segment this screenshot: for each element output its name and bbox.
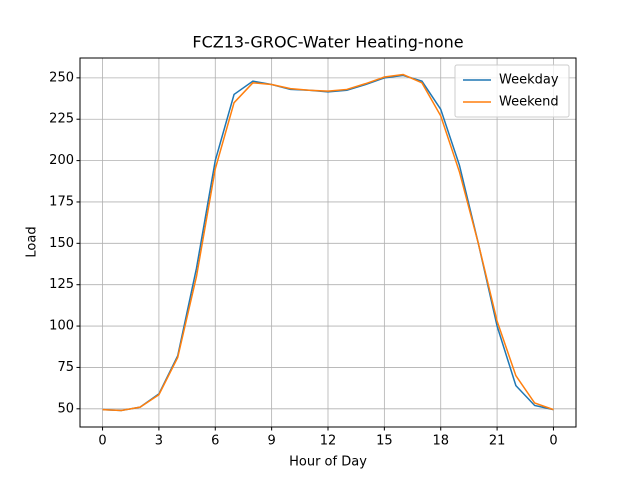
x-tick-label: 0: [549, 434, 557, 449]
y-tick-label: 150: [49, 236, 74, 251]
plot-lines: [102, 73, 554, 412]
x-tick-label: 21: [489, 434, 506, 449]
y-tick-label: 100: [49, 319, 74, 334]
x-tick-label: 15: [376, 434, 393, 449]
x-axis-label: Hour of Day: [289, 455, 367, 470]
y-tick-label: 225: [49, 112, 74, 127]
chart-title: FCZ13-GROC-Water Heating-none: [192, 33, 463, 52]
y-tick-label: 125: [49, 277, 74, 292]
y-tick-label: 250: [49, 70, 74, 85]
y-tick-label: 75: [57, 360, 74, 375]
series-line: [102, 73, 554, 412]
y-tick-label: 50: [57, 401, 74, 416]
grid: [80, 58, 576, 427]
x-tick-label: 18: [432, 434, 449, 449]
y-tick-label: 200: [49, 153, 74, 168]
x-tick-label: 0: [98, 434, 106, 449]
legend-label: Weekend: [499, 95, 559, 110]
x-tick-label: 12: [320, 434, 337, 449]
x-tick-label: 9: [267, 434, 275, 449]
x-tick-label: 3: [155, 434, 163, 449]
legend-label: Weekday: [499, 73, 559, 88]
x-tick-label: 6: [211, 434, 219, 449]
legend-box: [454, 64, 570, 118]
y-tick-label: 175: [49, 194, 74, 209]
y-axis-label: Load: [25, 226, 40, 257]
legend: Weekday Weekend: [454, 64, 570, 118]
ticks: 0 3 6 9 12 15 18 21 0 50 75 100 125 150 175 200 225 250: [49, 70, 557, 448]
